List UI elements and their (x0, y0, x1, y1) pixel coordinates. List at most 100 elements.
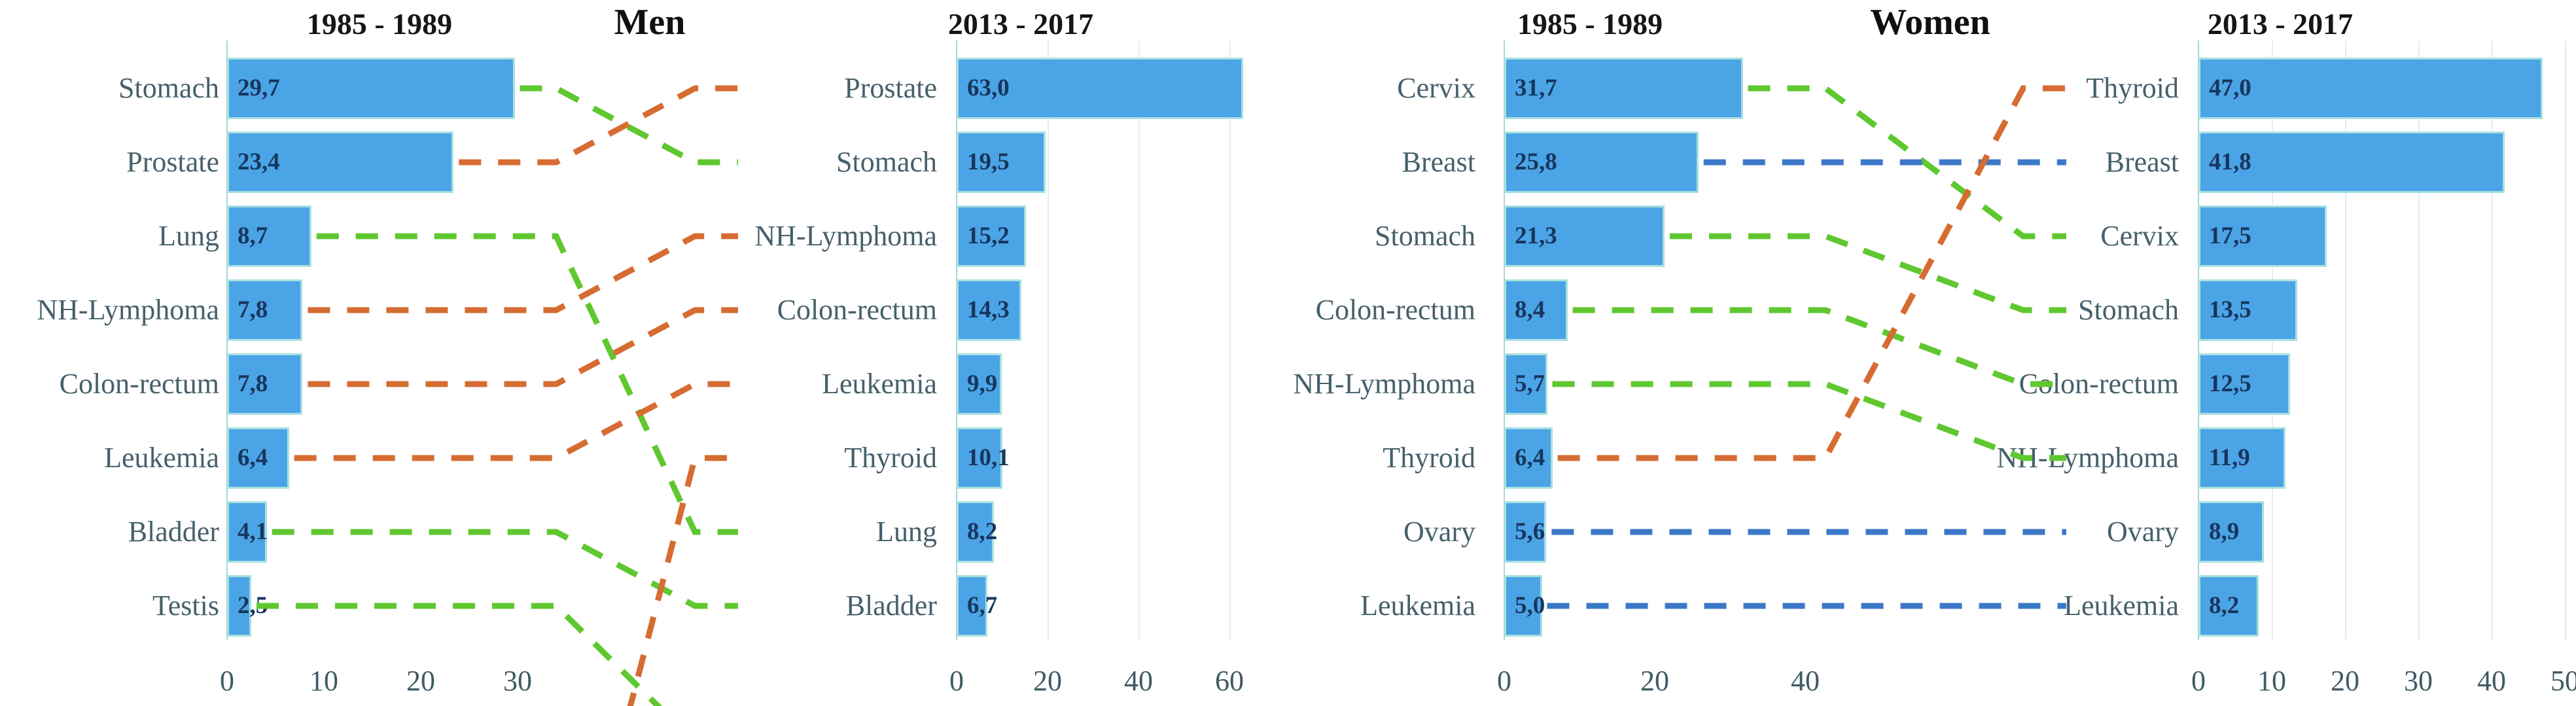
category-label: Colon-rectum (59, 368, 219, 400)
category-label: Bladder (845, 590, 937, 622)
grid-line (2345, 41, 2346, 640)
women-section-title: Women (1870, 2, 1990, 43)
bar (957, 279, 1022, 341)
x-axis-tick-label: 40 (1124, 665, 1153, 697)
category-label: Bladder (128, 516, 219, 548)
rank-connector-men-thyroid (627, 455, 738, 706)
category-label: Leukemia (822, 368, 937, 400)
category-label: NH-Lymphoma (1996, 442, 2179, 474)
category-label: Lung (876, 516, 937, 548)
category-label: Colon-rectum (777, 294, 937, 326)
bar-value-label: 11,9 (2209, 444, 2250, 471)
bar-value-label: 6,4 (238, 444, 268, 471)
x-axis-tick-label: 0 (220, 665, 234, 697)
x-axis-tick-label: 50 (2550, 665, 2576, 697)
bar (957, 132, 1046, 193)
category-label: Thyroid (2086, 72, 2179, 104)
x-axis-tick-label: 0 (949, 665, 964, 697)
category-label: NH-Lymphoma (1293, 368, 1475, 400)
panel-title: 2013 - 2017 (2207, 7, 2354, 41)
bar-value-label: 4,1 (238, 518, 268, 545)
category-label: NH-Lymphoma (754, 220, 937, 252)
bar-value-label: 41,8 (2209, 149, 2251, 175)
bar (1504, 575, 1542, 637)
bar-value-label: 9,9 (967, 370, 998, 397)
bar-value-label: 10,1 (967, 444, 1010, 471)
bar (2198, 279, 2298, 341)
bar-value-label: 19,5 (967, 149, 1010, 175)
bar (1504, 353, 1547, 415)
bar-value-label: 15,2 (967, 222, 1010, 249)
category-label: Leukemia (1360, 590, 1475, 622)
bar-value-label: 23,4 (238, 149, 280, 175)
x-axis-tick-label: 30 (503, 665, 532, 697)
bar (227, 575, 251, 637)
category-label: Stomach (836, 146, 937, 178)
x-axis-tick-label: 60 (1215, 665, 1244, 697)
bar-value-label: 8,2 (967, 518, 998, 545)
bar (227, 132, 454, 193)
x-axis-tick-label: 20 (406, 665, 435, 697)
bar (1504, 279, 1568, 341)
category-label: Stomach (1375, 220, 1475, 252)
category-label: NH-Lymphoma (37, 294, 219, 326)
bar (957, 575, 987, 637)
bar-value-label: 8,2 (2209, 592, 2240, 619)
bar (957, 205, 1026, 267)
category-label: Testis (152, 590, 219, 622)
category-label: Breast (1402, 146, 1475, 178)
bar (227, 501, 267, 563)
bar (1504, 501, 1547, 563)
category-label: Ovary (1403, 516, 1475, 548)
bar-value-label: 31,7 (1515, 75, 1557, 101)
category-label: Prostate (844, 72, 937, 104)
bar (957, 427, 1003, 489)
bar (2198, 58, 2543, 119)
bar-value-label: 14,3 (967, 296, 1010, 323)
category-label: Colon-rectum (1315, 294, 1475, 326)
bar (227, 427, 289, 489)
bar-value-label: 6,7 (967, 592, 998, 619)
bar (227, 353, 303, 415)
x-axis-tick-label: 40 (1791, 665, 1820, 697)
x-axis-tick-label: 20 (2331, 665, 2359, 697)
x-axis-tick-label: 20 (1033, 665, 1062, 697)
category-label: Thyroid (1383, 442, 1475, 474)
bar-value-label: 17,5 (2209, 222, 2251, 249)
category-label: Colon-rectum (2019, 368, 2179, 400)
bar (2198, 575, 2259, 637)
category-label: Leukemia (104, 442, 219, 474)
x-axis-tick-label: 0 (2191, 665, 2206, 697)
bar (2198, 353, 2290, 415)
category-label: Thyroid (844, 442, 937, 474)
x-axis-tick-label: 30 (2404, 665, 2433, 697)
bar (957, 353, 1002, 415)
category-label: Prostate (126, 146, 219, 178)
grid-line (1138, 41, 1140, 640)
bar (2198, 501, 2264, 563)
bar-value-label: 21,3 (1515, 222, 1557, 249)
x-axis-tick-label: 20 (1640, 665, 1669, 697)
bar (227, 279, 303, 341)
category-label: Cervix (1397, 72, 1475, 104)
category-label: Lung (158, 220, 219, 252)
men-section-title: Men (614, 2, 686, 43)
bar (2198, 205, 2327, 267)
category-label: Cervix (2100, 220, 2179, 252)
bar (1504, 427, 1553, 489)
bar-value-label: 5,0 (1515, 592, 1545, 619)
bar (2198, 132, 2505, 193)
grid-line (2492, 41, 2493, 640)
bar-value-label: 7,8 (238, 370, 268, 397)
bar-value-label: 7,8 (238, 296, 268, 323)
bar-value-label: 8,9 (2209, 518, 2240, 545)
panel-title: 1985 - 1989 (1517, 7, 1663, 41)
bar-value-label: 5,6 (1515, 518, 1545, 545)
bar-value-label: 12,5 (2209, 370, 2251, 397)
bar-value-label: 47,0 (2209, 75, 2251, 101)
x-axis-tick-label: 0 (1497, 665, 1511, 697)
panel-title: 1985 - 1989 (306, 7, 453, 41)
x-axis-tick-label: 10 (2257, 665, 2286, 697)
bar-value-label: 8,4 (1515, 296, 1545, 323)
